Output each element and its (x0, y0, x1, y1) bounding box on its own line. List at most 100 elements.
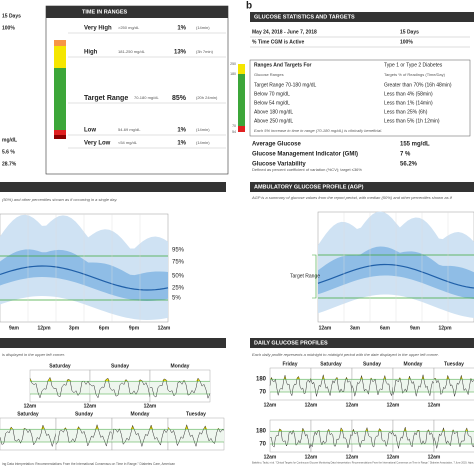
agp-time: 12pm (37, 325, 51, 331)
stat-fragment: mg/dL (2, 137, 17, 143)
agp-title: AMBULATORY GLUCOSE PROFILE (AGP) (254, 184, 364, 190)
daily-note: Each daily profile represents a midnight… (252, 352, 439, 357)
day-target (352, 379, 393, 392)
day-time: 12am (305, 402, 318, 408)
day-time: 12am (264, 402, 277, 408)
mini-low (238, 126, 245, 132)
day-time: 12am (387, 402, 400, 408)
day-target (0, 429, 56, 442)
percentile-label: 5% (172, 296, 181, 302)
active-label: % Time CGM is Active (252, 39, 304, 45)
daily-note: is displayed in the upper left corner. (2, 352, 65, 357)
table-column: Targets % of Readings (Time/Day) (384, 72, 446, 77)
day-high-fill (311, 427, 352, 432)
bar-label: 54 (232, 130, 236, 134)
range-label: Target Range (84, 95, 128, 102)
day-name: Saturday (17, 411, 39, 417)
table-cell: Less than 25% (6h) (384, 109, 428, 115)
stats-title: GLUCOSE STATISTICS AND TARGETS (254, 14, 355, 20)
percentile-label: 95% (172, 248, 185, 254)
table-note: Each 5% increase in time in range (70-18… (254, 128, 382, 133)
range-time: (3h 7min) (196, 49, 214, 54)
agp-note: AGP is a summary of glucose values from … (251, 195, 453, 200)
stat-fragment: 100% (2, 25, 15, 31)
footnote: Battelino, Tadej, et al. "Clinical Targe… (252, 462, 474, 465)
agp-time: 12am (319, 325, 332, 331)
range-label: Very High (84, 26, 112, 32)
day-high-fill (270, 428, 311, 432)
day-trace (269, 427, 312, 449)
range-limits: 181-250 mg/dL (118, 49, 146, 54)
stat-label: Average Glucose (252, 142, 301, 148)
table-cell: Below 70 mg/dL (254, 91, 290, 97)
daily-title: DAILY GLUCOSE PROFILES (254, 340, 328, 346)
day-trace (269, 375, 312, 397)
day-time: 12am (305, 454, 318, 460)
day-time: 12am (144, 403, 157, 409)
stat-fragment: 28.7% (2, 161, 17, 167)
range-percent: 13% (174, 50, 187, 56)
day-target (393, 379, 434, 392)
agp-time: 9am (9, 325, 20, 331)
day-time: 12am (84, 403, 97, 409)
day-name: Saturday (49, 363, 71, 369)
day-trace (351, 375, 394, 397)
range-percent: 1% (177, 26, 186, 32)
percentile-label: 50% (172, 274, 185, 280)
table-cell: Less than 5% (1h 12min) (384, 118, 440, 124)
tir-title: TIME IN RANGES (82, 9, 128, 15)
tir-bar (54, 40, 66, 139)
day-target (168, 429, 224, 442)
day-target (56, 429, 112, 442)
stat-value: 155 mg/dL (400, 142, 430, 148)
mini-target (238, 74, 245, 126)
stat-value: 7 % (400, 152, 411, 158)
bar-very-high (54, 40, 66, 46)
range-percent: 1% (177, 141, 186, 147)
agp-time: 3pm (69, 325, 80, 331)
tir-box (45, 5, 229, 175)
day-target (112, 429, 168, 442)
agp-time: 12am (158, 325, 171, 331)
agp-time: 12pm (438, 325, 452, 331)
stats-panel (238, 6, 474, 176)
day-time: 12am (387, 454, 400, 460)
percentile-label: 25% (172, 286, 185, 292)
bar-label: 250 (230, 62, 236, 66)
stat-label: Glucose Management Indicator (GMI) (252, 152, 358, 158)
day-trace (433, 374, 474, 397)
day-trace (55, 423, 113, 447)
day-high-fill (150, 378, 210, 382)
tir-header (46, 6, 228, 18)
day-target (311, 431, 352, 444)
day-y-label: 180 (256, 429, 267, 435)
table-cell: Less than 1% (14min) (384, 100, 433, 106)
range-time: (20h 24min) (196, 95, 218, 100)
day-time: 12am (346, 454, 359, 460)
percentile-label: 75% (172, 260, 185, 266)
range-limits: 70-180 mg/dL (134, 95, 159, 100)
agp-time: 6am (380, 325, 391, 331)
table-cell: Target Range 70-180 mg/dL (254, 82, 316, 88)
day-name: Sunday (75, 411, 93, 417)
day-target (434, 379, 474, 392)
target-range-label: Target Range (290, 273, 320, 279)
agp-header-right (250, 182, 474, 192)
daily-header-right (250, 338, 474, 348)
targets-table (249, 59, 471, 137)
day-trace (310, 427, 353, 448)
range-time: (14min) (196, 25, 210, 30)
day-time: 12am (428, 402, 441, 408)
agp-header-left (0, 182, 226, 192)
table-cell: Greater than 70% (16h 48min) (384, 82, 452, 88)
day-trace (392, 427, 435, 449)
day-name: Friday (282, 361, 297, 367)
day-name: Monday (131, 411, 150, 417)
table-header: Type 1 or Type 2 Diabetes (384, 62, 443, 68)
table-header: Ranges And Targets For (254, 62, 312, 68)
range-percent: 1% (177, 128, 186, 134)
stat-fragment: 5.6 % (2, 149, 15, 155)
range-label: Low (84, 128, 96, 134)
bar-very-low (54, 135, 66, 139)
